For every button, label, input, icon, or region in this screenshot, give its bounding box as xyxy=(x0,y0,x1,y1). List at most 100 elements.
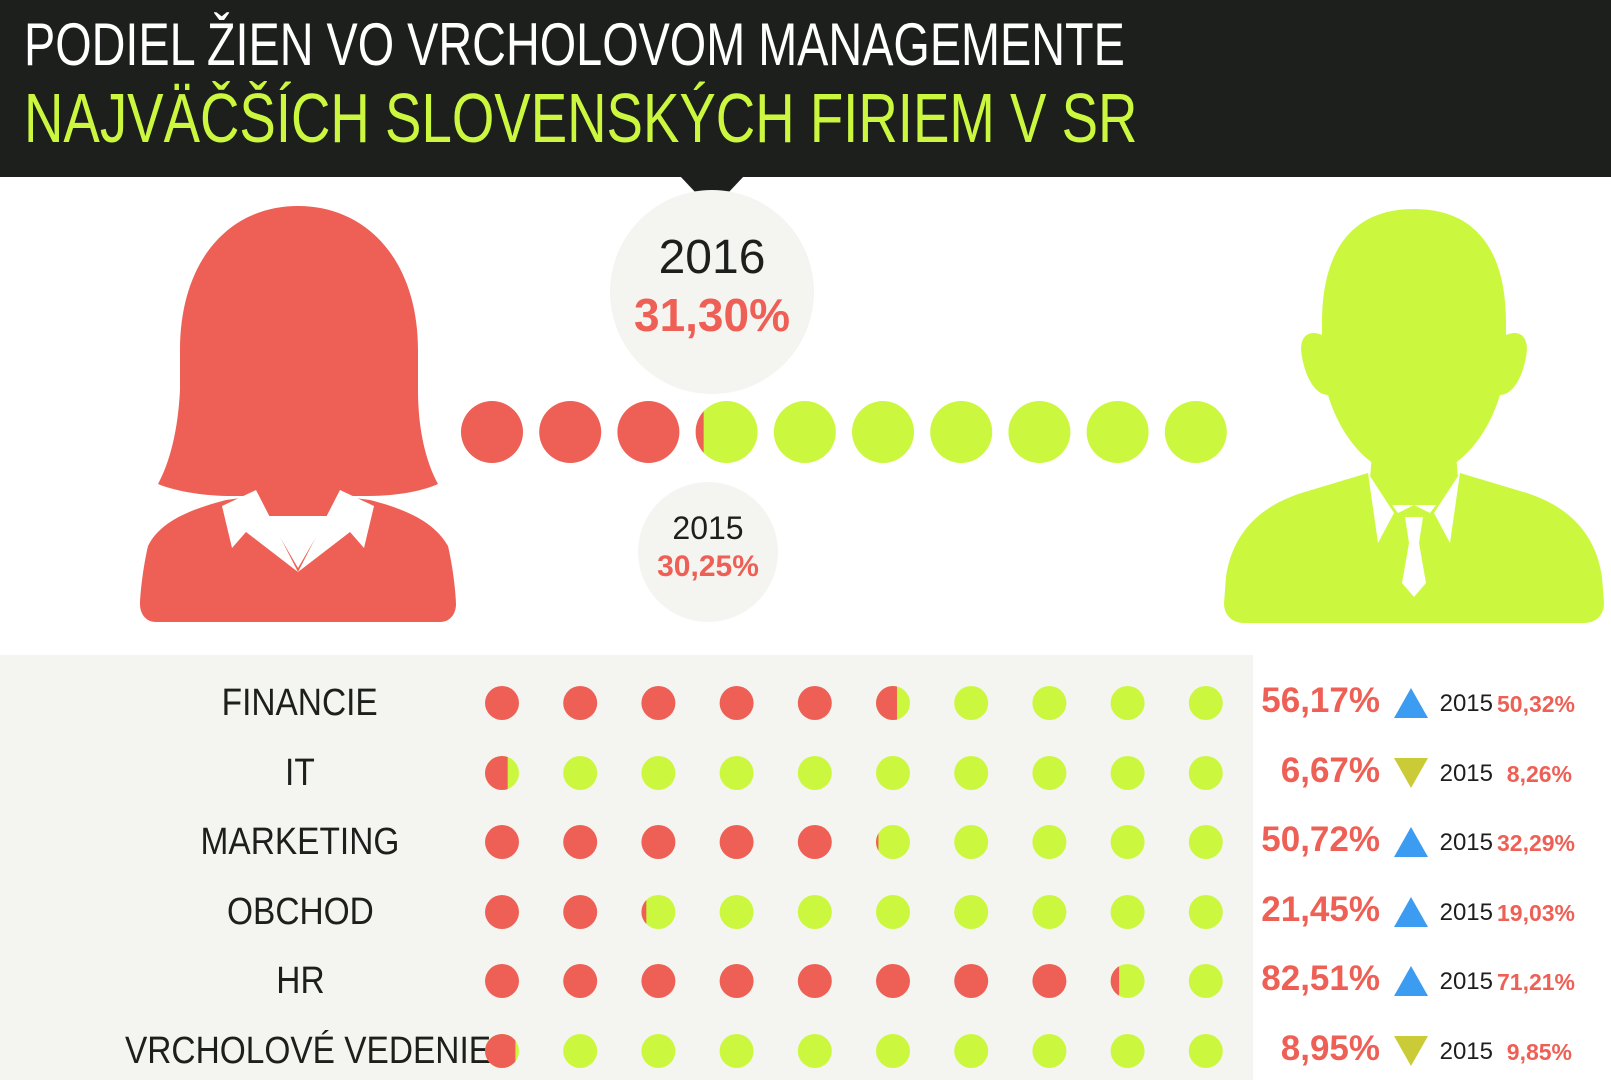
row5-dot-3 xyxy=(719,1033,754,1068)
category-label: FINANCIE xyxy=(100,681,500,725)
category-dot-row xyxy=(485,1033,1223,1068)
row4-dot-3 xyxy=(719,964,754,998)
row5-dot-4 xyxy=(797,1033,832,1068)
row0-dot-1 xyxy=(563,686,598,720)
row4-dot-8 xyxy=(1110,964,1145,998)
row0-dot-3 xyxy=(719,686,754,720)
category-prev-value: 19,03% xyxy=(1497,899,1576,926)
category-prev-value: 32,29% xyxy=(1497,830,1576,856)
category-prev-year: 2015 xyxy=(1439,829,1493,856)
bubble-2015-year: 2015 xyxy=(672,510,744,546)
row1-dot-9 xyxy=(1188,755,1223,790)
bubble-2015: 2015 30,25% xyxy=(638,482,778,622)
row5-dot-5 xyxy=(876,1033,910,1068)
category-label: HR xyxy=(100,959,500,1003)
row4-dot-1 xyxy=(563,964,598,998)
row1-dot-6 xyxy=(954,755,989,790)
row3-dot-4 xyxy=(797,894,832,929)
woman-avatar-icon xyxy=(140,206,456,622)
category-label: IT xyxy=(100,751,500,795)
category-value: 8,95% xyxy=(1280,1028,1380,1068)
category-dot-row xyxy=(485,825,1223,859)
category-prev-year: 2015 xyxy=(1439,1037,1493,1065)
row2-dot-4 xyxy=(797,825,832,859)
category-dot-row xyxy=(485,755,1223,790)
row5-dot-1 xyxy=(563,1033,598,1068)
row3-dot-9 xyxy=(1188,894,1223,929)
row5-dot-7 xyxy=(1032,1033,1067,1068)
overall-dot-7 xyxy=(1008,401,1071,463)
category-label-text: OBCHOD xyxy=(226,890,374,933)
overall-dot-0 xyxy=(461,401,523,463)
category-prev-value: 50,32% xyxy=(1497,691,1576,717)
row1-dot-8 xyxy=(1110,755,1145,790)
row4-dot-4 xyxy=(797,964,832,998)
row2-dot-6 xyxy=(954,825,989,859)
category-prev-value: 9,85% xyxy=(1506,1038,1572,1065)
category-label-text: FINANCIE xyxy=(221,682,379,724)
row5-dot-9 xyxy=(1188,1033,1223,1068)
man-avatar-icon xyxy=(1224,209,1604,623)
category-label: VRCHOLOVÉ VEDENIE xyxy=(100,1029,500,1073)
row3-dot-0 xyxy=(485,894,519,929)
row1-dot-2 xyxy=(641,755,676,790)
triangle-up-icon xyxy=(1394,966,1428,996)
row5-dot-8 xyxy=(1110,1033,1145,1068)
category-dot-row xyxy=(485,686,1223,720)
row3-dot-2 xyxy=(641,894,676,929)
row4-dot-9 xyxy=(1188,964,1223,998)
row0-dot-2 xyxy=(641,686,676,720)
row2-dot-5 xyxy=(876,825,910,859)
category-dot-row xyxy=(485,964,1223,998)
category-prev-year: 2015 xyxy=(1439,968,1493,995)
triangle-up-icon xyxy=(1394,688,1428,718)
category-value: 6,67% xyxy=(1280,750,1380,790)
category-value: 21,45% xyxy=(1261,889,1380,929)
category-panel xyxy=(0,655,1253,1080)
triangle-up-icon xyxy=(1394,896,1428,927)
row4-dot-6 xyxy=(954,964,989,998)
row2-dot-2 xyxy=(641,825,676,859)
category-dot-row xyxy=(485,894,1223,929)
row4-dot-7 xyxy=(1032,964,1067,998)
triangle-down-icon xyxy=(1394,1035,1428,1066)
overall-dot-row xyxy=(461,401,1227,463)
row1-dot-4 xyxy=(797,755,832,790)
row0-dot-4 xyxy=(797,686,832,720)
row3-dot-5 xyxy=(876,894,910,929)
row2-dot-3 xyxy=(719,825,754,859)
bubble-2016: 2016 31,30% xyxy=(610,190,814,394)
overall-dot-8 xyxy=(1086,401,1149,463)
overall-dot-2 xyxy=(617,401,680,463)
row3-dot-3 xyxy=(719,894,754,929)
row2-dot-8 xyxy=(1110,825,1145,859)
row1-dot-3 xyxy=(719,755,754,790)
bubble-2015-value: 30,25% xyxy=(657,550,759,583)
triangle-up-icon xyxy=(1394,827,1428,857)
row1-dot-7 xyxy=(1032,755,1067,790)
category-label: MARKETING xyxy=(100,820,500,864)
row1-dot-1 xyxy=(563,755,598,790)
category-prev-year: 2015 xyxy=(1439,759,1493,787)
category-value: 82,51% xyxy=(1261,959,1380,998)
category-label-text: HR xyxy=(275,960,325,1002)
overall-dot-1 xyxy=(539,401,602,463)
category-prev-year: 2015 xyxy=(1439,690,1493,717)
bubble-2016-value: 31,30% xyxy=(633,289,790,341)
title-line-2: NAJVÄČŠÍCH SLOVENSKÝCH FIRIEM V SR xyxy=(24,79,1138,157)
category-value: 56,17% xyxy=(1261,681,1380,720)
category-prev-value: 71,21% xyxy=(1497,969,1576,995)
row1-dot-5 xyxy=(876,755,910,790)
row5-dot-6 xyxy=(954,1033,989,1068)
row5-dot-0 xyxy=(485,1033,519,1068)
category-label: OBCHOD xyxy=(100,890,500,934)
overall-dot-4 xyxy=(773,401,836,463)
bubble-2016-year: 2016 xyxy=(658,231,766,284)
row2-dot-9 xyxy=(1188,825,1223,859)
row5-dot-2 xyxy=(641,1033,676,1068)
overall-dot-5 xyxy=(852,401,914,463)
category-label-text: VRCHOLOVÉ VEDENIE xyxy=(124,1029,492,1072)
row3-dot-7 xyxy=(1032,894,1067,929)
category-label-text: IT xyxy=(285,751,315,794)
row0-dot-7 xyxy=(1032,686,1067,720)
